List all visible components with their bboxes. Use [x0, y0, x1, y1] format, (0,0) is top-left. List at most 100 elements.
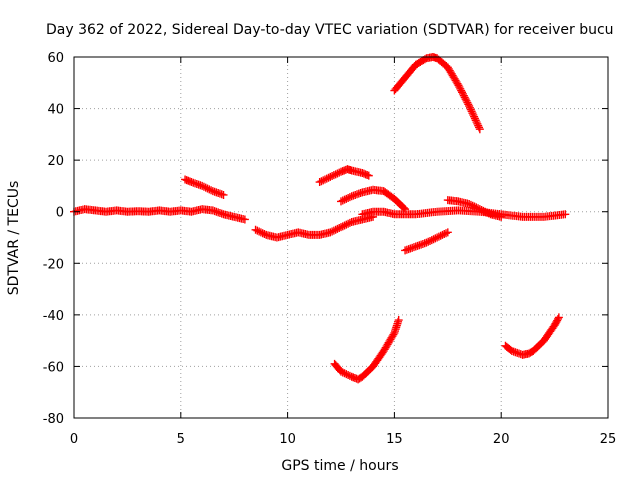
x-axis-title: GPS time / hours — [281, 458, 398, 474]
data-point — [344, 219, 353, 228]
data-point — [433, 233, 442, 242]
data-point — [335, 168, 344, 177]
data-point — [338, 368, 347, 377]
data-point — [338, 222, 347, 231]
x-tick-label: 25 — [600, 432, 617, 447]
data-series-group — [315, 165, 373, 187]
data-point — [326, 228, 335, 237]
data-point — [345, 371, 354, 380]
data-series-group — [70, 205, 249, 224]
data-point — [401, 205, 410, 214]
y-tick-label: -60 — [43, 360, 64, 375]
data-point — [424, 237, 433, 246]
data-point — [344, 371, 353, 380]
data-point — [337, 197, 345, 206]
data-point — [256, 228, 265, 237]
data-point — [458, 88, 467, 97]
data-point — [251, 225, 260, 234]
data-point — [329, 171, 338, 180]
data-point — [324, 173, 333, 182]
data-series-group — [251, 212, 378, 242]
y-tick-label: 20 — [47, 154, 64, 169]
data-point — [338, 196, 347, 205]
data-point — [340, 221, 349, 230]
data-point — [474, 204, 483, 213]
data-point — [345, 218, 354, 227]
data-point — [470, 202, 479, 211]
x-tick-label: 5 — [177, 432, 185, 447]
data-point — [198, 181, 207, 190]
data-point — [469, 110, 478, 119]
data-point — [461, 95, 470, 104]
data-point — [205, 185, 214, 194]
data-point — [465, 101, 474, 110]
data-point — [456, 84, 465, 93]
data-point — [472, 203, 481, 212]
data-series — [70, 53, 570, 384]
chart-title: Day 362 of 2022, Sidereal Day-to-day VTE… — [46, 22, 614, 38]
data-point — [470, 112, 479, 121]
data-point — [333, 224, 342, 233]
data-point — [364, 171, 373, 180]
data-point — [442, 229, 451, 238]
data-point — [554, 313, 563, 322]
data-point — [219, 190, 228, 199]
data-point — [466, 200, 475, 209]
data-point — [463, 98, 472, 107]
data-point — [473, 119, 482, 128]
data-series-group — [501, 313, 563, 359]
y-tick-label: 60 — [47, 51, 64, 66]
x-tick-label: 10 — [279, 432, 296, 447]
data-point — [458, 89, 467, 98]
data-point — [260, 230, 269, 239]
data-point — [399, 203, 408, 212]
data-point — [554, 314, 563, 323]
x-tick-label: 15 — [386, 432, 403, 447]
data-point — [484, 209, 493, 218]
data-point — [460, 93, 469, 102]
data-point — [335, 224, 344, 233]
data-point — [340, 369, 349, 378]
axis-ticks: 0 5 10 15 20 25 -80 -60 -40 -20 0 20 40 60 — [43, 51, 617, 447]
data-point — [465, 103, 474, 112]
data-point — [479, 206, 488, 215]
data-point — [426, 236, 434, 245]
data-point — [431, 234, 440, 243]
data-point — [253, 226, 262, 235]
data-point — [199, 182, 208, 191]
data-point — [319, 176, 328, 185]
data-point — [472, 118, 481, 127]
data-series-group — [358, 206, 570, 221]
data-point — [340, 195, 349, 204]
data-point — [459, 91, 468, 100]
data-point — [342, 194, 351, 203]
data-point — [333, 169, 342, 178]
data-series-group — [443, 196, 506, 221]
data-point — [481, 207, 490, 216]
data-point — [475, 123, 484, 132]
data-point — [468, 201, 477, 210]
data-point — [328, 227, 337, 236]
data-point — [561, 210, 570, 219]
data-point — [477, 205, 486, 214]
y-tick-label: -20 — [43, 257, 64, 272]
data-point — [326, 172, 335, 181]
data-point — [203, 184, 212, 193]
data-point — [440, 230, 449, 239]
data-point — [443, 228, 452, 237]
data-point — [345, 193, 354, 202]
data-point — [201, 183, 210, 192]
x-tick-label: 20 — [493, 432, 510, 447]
data-point — [389, 330, 398, 339]
data-point — [465, 199, 474, 208]
data-point — [240, 215, 249, 224]
data-point — [475, 125, 484, 134]
data-point — [329, 226, 338, 235]
data-point — [258, 229, 267, 238]
data-point — [422, 238, 431, 247]
y-tick-label: 40 — [47, 103, 64, 118]
data-point — [429, 235, 438, 244]
data-point — [436, 231, 445, 240]
